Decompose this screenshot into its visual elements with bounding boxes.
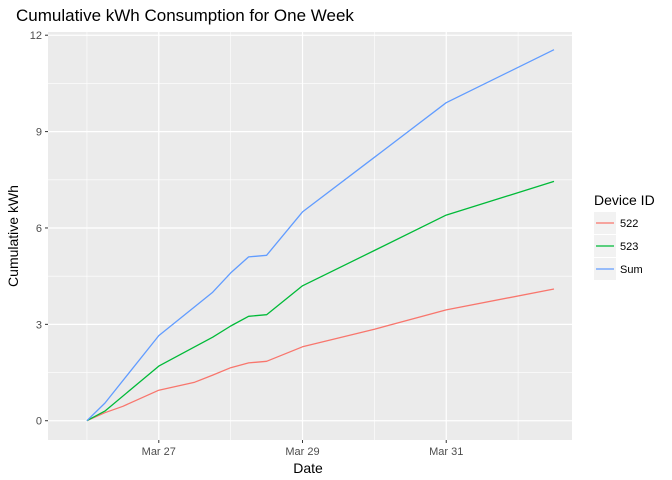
x-tick-label: Mar 31	[429, 446, 463, 458]
y-tick-label: 12	[30, 30, 42, 42]
y-tick-label: 3	[36, 319, 42, 331]
legend-label-sum: Sum	[620, 264, 643, 276]
series-line-523	[86, 180, 555, 422]
grid-lines	[48, 32, 572, 440]
legend: Device ID 522 523 Sum	[594, 192, 655, 280]
axes: 0 3 6 9 12 Mar 27 Mar 29 Mar 31	[30, 30, 464, 458]
x-axis-label: Date	[293, 460, 323, 476]
y-tick-label: 0	[36, 416, 42, 428]
y-axis-label: Cumulative kWh	[5, 185, 21, 287]
legend-label-523: 523	[620, 241, 638, 253]
legend-label-522: 522	[620, 218, 638, 230]
series-line-sum	[86, 49, 555, 422]
x-tick-label: Mar 27	[142, 446, 176, 458]
series-line-522	[86, 288, 555, 422]
y-tick-label: 6	[36, 223, 42, 235]
y-tick-label: 9	[36, 127, 42, 139]
plot-panel	[48, 32, 572, 440]
legend-title: Device ID	[594, 192, 655, 208]
x-tick-label: Mar 29	[285, 446, 319, 458]
series-lines	[86, 49, 555, 422]
chart-title: Cumulative kWh Consumption for One Week	[16, 6, 354, 25]
